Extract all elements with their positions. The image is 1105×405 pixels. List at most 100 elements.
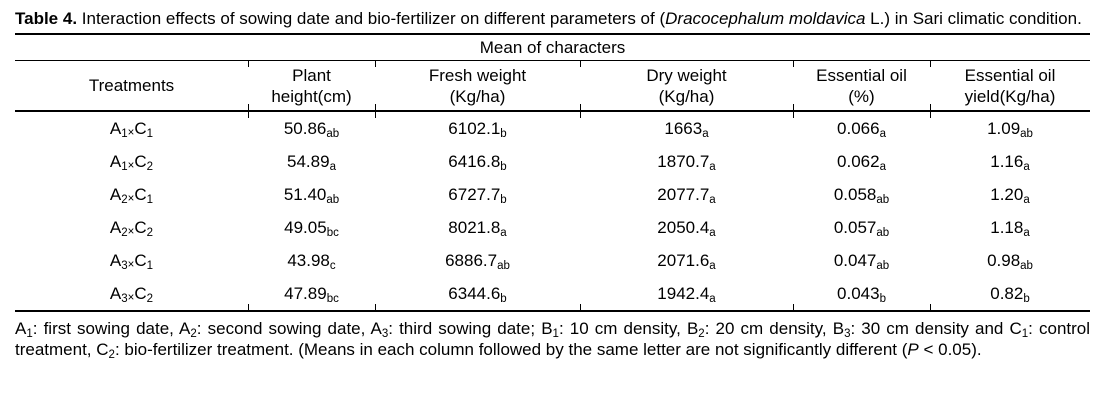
footnote-text: : bio-fertilizer treatment. (Means in ea…: [114, 340, 908, 359]
abbrev: C: [1009, 319, 1022, 338]
table-row: A2×C1 51.40ab 6727.7b 2077.7a 0.058ab 1.…: [15, 178, 1090, 211]
dry-weight-cell: 1942.4a: [579, 277, 793, 312]
treatment-cell: A3×C1: [15, 244, 248, 277]
cell-value: 6727.7: [448, 184, 501, 204]
oil-yield-cell: 1.20a: [930, 178, 1090, 211]
treatment-cell: A2×C2: [15, 211, 248, 244]
plant-height-cell: 43.98c: [248, 244, 375, 277]
treatment-level: 1: [121, 160, 128, 173]
significance-letter: a: [329, 160, 336, 173]
footnote-text: : first sowing date,: [32, 319, 180, 338]
col-header-line: Fresh weight: [428, 65, 527, 85]
col-header-line: yield(Kg/ha): [964, 86, 1056, 106]
significance-letter: a: [709, 226, 716, 239]
cell-value: 0.047: [833, 250, 877, 270]
significance-letter: a: [879, 127, 886, 140]
essential-oil-cell: 0.066a: [792, 111, 930, 145]
treatment-factor: C: [134, 283, 147, 303]
cell-value: 49.05: [284, 217, 327, 237]
treatment-level: 3: [121, 259, 128, 272]
significance-letter: a: [709, 160, 716, 173]
cell-value: 0.058: [833, 184, 877, 204]
cell-value: 2077.7: [657, 184, 710, 204]
dry-weight-cell: 2071.6a: [580, 244, 793, 277]
significance-letter: b: [500, 292, 507, 305]
essential-oil-cell: 0.062a: [793, 145, 930, 178]
cell-value: 1870.7: [657, 151, 710, 171]
cell-value: 8021.8: [448, 217, 501, 237]
footnote-text: : third sowing date;: [388, 319, 542, 338]
significance-letter: a: [709, 193, 716, 206]
abbrev: B: [686, 319, 699, 338]
span-header-mean-of-characters: Mean of characters: [15, 33, 1091, 61]
times-symbol: ×: [127, 225, 135, 238]
oil-yield-cell: 1.16a: [930, 145, 1090, 178]
footnote-text: : 30 cm density and: [850, 319, 1010, 338]
abbrev-sub: 1: [1021, 328, 1029, 340]
oil-yield-cell: 0.82b: [929, 277, 1091, 312]
treatment-factor: C: [134, 118, 147, 138]
treatment-level: 1: [146, 259, 154, 272]
col-header-treatments: Treatments: [15, 60, 248, 112]
cell-value: 1942.4: [657, 283, 710, 303]
col-header-fresh-weight: Fresh weight (Kg/ha): [374, 60, 580, 112]
oil-yield-cell: 1.18a: [930, 211, 1090, 244]
span-header-row: Mean of characters: [15, 33, 1091, 61]
significance-letter: c: [329, 259, 336, 272]
abbrev: A: [15, 319, 27, 338]
significance-letter: b: [1023, 292, 1030, 305]
cell-value: 1.18: [990, 217, 1024, 237]
fresh-weight-cell: 6727.7b: [375, 178, 580, 211]
cell-value: 47.89: [284, 283, 327, 303]
cell-value: 6416.8: [448, 151, 501, 171]
treatment-level: 2: [146, 292, 154, 305]
abbrev-sub: 3: [381, 328, 389, 340]
footnote-text: : 20 cm density,: [704, 319, 833, 338]
treatment-level: 1: [121, 127, 128, 140]
col-header-line: (Kg/ha): [449, 86, 506, 106]
significance-letter: b: [879, 292, 886, 305]
abbrev-sub: 2: [108, 349, 115, 361]
times-symbol: ×: [127, 291, 135, 304]
significance-letter: a: [709, 292, 716, 305]
footnote-text: : control treatment,: [15, 319, 1091, 359]
caption-text-2: L.) in Sari climatic condition.: [865, 9, 1082, 28]
cell-value: 1.09: [987, 118, 1021, 138]
col-header-line: Essential oil: [964, 65, 1056, 85]
results-table: Mean of characters Treatments Plant heigh…: [15, 33, 1091, 312]
abbrev-sub: 1: [26, 328, 33, 340]
plant-height-cell: 54.89a: [248, 145, 375, 178]
significance-letter: ab: [1020, 259, 1033, 272]
significance-letter: b: [500, 193, 507, 206]
treatment-factor: C: [134, 184, 147, 204]
caption-species-name: Dracocephalum moldavica: [665, 9, 866, 28]
dry-weight-cell: 2077.7a: [580, 178, 793, 211]
cell-value: 0.062: [837, 151, 880, 171]
p-value-symbol: P: [907, 340, 919, 359]
plant-height-cell: 47.89bc: [247, 277, 375, 312]
col-header-line: Dry weight: [646, 65, 727, 85]
significance-letter: ab: [876, 226, 890, 239]
significance-letter: b: [500, 160, 507, 173]
footnote-text: : 10 cm density,: [558, 319, 687, 338]
essential-oil-cell: 0.058ab: [793, 178, 930, 211]
treatment-cell: A1×C1: [15, 111, 248, 145]
significance-letter: ab: [876, 259, 890, 272]
dry-weight-cell: 1870.7a: [580, 145, 793, 178]
abbrev: B: [832, 319, 845, 338]
cell-value: 51.40: [283, 184, 327, 204]
cell-value: 0.057: [833, 217, 877, 237]
significance-letter: a: [500, 226, 507, 239]
cell-value: 0.82: [990, 283, 1024, 303]
treatment-factor: A: [109, 217, 122, 237]
table-row: A2×C2 49.05bc 8021.8a 2050.4a 0.057ab 1.…: [15, 211, 1090, 244]
cell-value: 1.20: [990, 184, 1024, 204]
treatment-factor: A: [109, 151, 122, 171]
col-header-line: (Kg/ha): [658, 86, 715, 106]
dry-weight-cell: 1663a: [579, 111, 793, 145]
treatment-level: 2: [121, 226, 128, 239]
significance-letter: ab: [876, 193, 890, 206]
treatment-level: 2: [121, 193, 128, 206]
abbrev-sub: 1: [552, 328, 559, 340]
col-header-line: Plant: [292, 65, 331, 85]
